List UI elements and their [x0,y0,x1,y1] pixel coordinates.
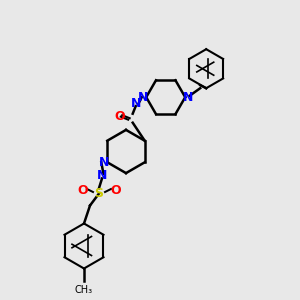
Text: O: O [110,184,121,197]
Text: N: N [99,156,110,169]
Text: O: O [114,110,124,123]
Text: S: S [94,187,103,200]
Text: O: O [77,184,88,197]
Text: N: N [183,91,194,104]
Text: N: N [130,97,141,110]
Text: N: N [138,91,148,104]
Text: N: N [97,169,107,182]
Text: CH₃: CH₃ [75,285,93,295]
